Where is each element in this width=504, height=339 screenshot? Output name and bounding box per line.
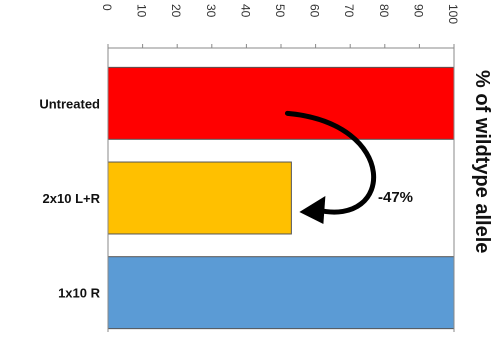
tick-label-layer: 0 10 20 30 40 50 60 70 80 90 100 <box>100 4 460 48</box>
tick-label: 50 <box>273 4 287 18</box>
tick-label: 40 <box>238 4 252 18</box>
tick-label: 70 <box>342 4 356 18</box>
bar <box>107 66 455 140</box>
tick-label: 30 <box>204 4 218 18</box>
bar <box>107 256 455 330</box>
change-arrow <box>284 110 376 215</box>
bar <box>107 161 292 235</box>
category-label-layer: Untreated 2x10 L+R 1x10 R <box>39 96 100 300</box>
tick-label: 80 <box>377 4 391 18</box>
value-axis-title: % of wildtype allele <box>471 70 493 253</box>
category-label: 1x10 R <box>58 286 101 301</box>
tick-label: 10 <box>135 4 149 18</box>
tick-label: 100 <box>446 4 460 24</box>
tick-label: 0 <box>100 4 114 11</box>
tick-label: 20 <box>169 4 183 18</box>
tick-label: 90 <box>411 4 425 18</box>
change-annotation: -47% <box>378 189 413 206</box>
tick-label: 60 <box>308 4 322 18</box>
category-label: 2x10 L+R <box>43 191 101 206</box>
category-label: Untreated <box>39 96 100 111</box>
change-arrowhead <box>299 196 326 224</box>
